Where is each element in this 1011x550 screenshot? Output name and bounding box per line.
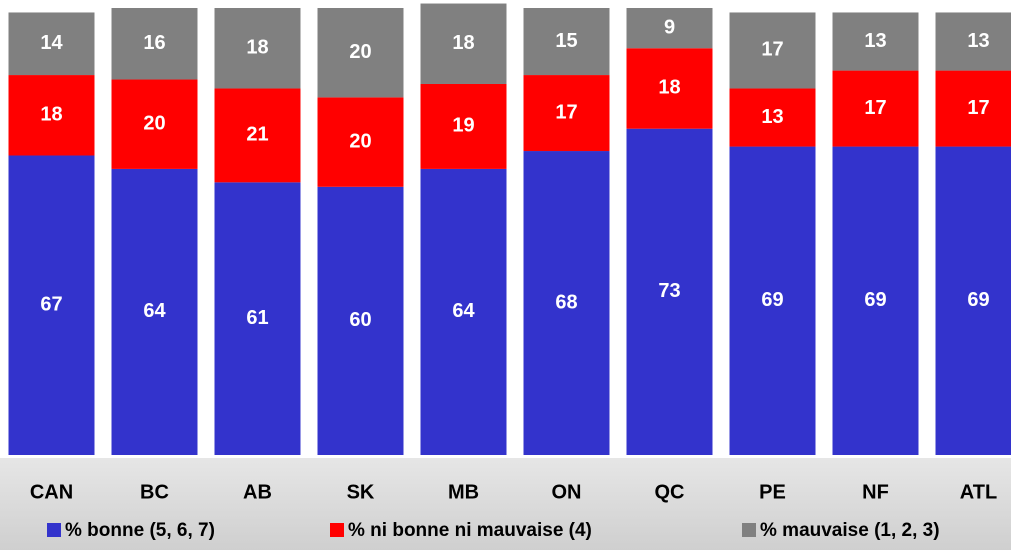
x-tick-label: ATL [960, 481, 997, 503]
legend-marker [47, 523, 61, 537]
bar-segment [8, 12, 95, 76]
bar-segment [420, 168, 507, 456]
value-label: 17 [864, 97, 886, 119]
legend-marker [742, 523, 756, 537]
bar-segment [8, 75, 95, 156]
bar-segment [523, 8, 610, 76]
value-label: 13 [864, 30, 886, 52]
bar-segment [626, 128, 713, 455]
value-label: 73 [658, 280, 680, 302]
bar-segment [832, 146, 919, 455]
bar-segment [8, 155, 95, 455]
value-label: 64 [452, 300, 475, 322]
legend-label: % mauvaise (1, 2, 3) [760, 520, 940, 541]
value-label: 69 [967, 289, 989, 311]
value-label: 17 [555, 101, 577, 123]
bar-segment [420, 83, 507, 169]
value-label: 60 [349, 309, 371, 331]
bar-segment [214, 182, 301, 455]
value-label: 20 [349, 41, 371, 63]
bar-segment [832, 70, 919, 147]
bar-segment [214, 8, 301, 89]
bar-segment [111, 168, 198, 456]
bar-segment [420, 3, 507, 84]
bar-segment [729, 88, 816, 147]
value-label: 21 [246, 124, 268, 146]
value-label: 9 [664, 16, 675, 38]
value-label: 18 [452, 32, 474, 54]
value-label: 67 [40, 294, 62, 316]
value-label: 18 [246, 37, 268, 59]
bar-segment [935, 146, 1011, 455]
axis-band [0, 458, 1011, 550]
bar-segment [317, 8, 404, 98]
value-label: 18 [40, 104, 62, 126]
value-label: 17 [967, 97, 989, 119]
value-label: 16 [143, 32, 165, 54]
value-label: 18 [658, 77, 680, 99]
bar-segment [523, 75, 610, 152]
bar-segment [214, 88, 301, 183]
bar-segment [111, 79, 198, 169]
value-label: 17 [761, 39, 783, 61]
value-label: 61 [246, 307, 268, 329]
value-label: 69 [864, 289, 886, 311]
bar-segment [626, 8, 713, 49]
value-label: 69 [761, 289, 783, 311]
value-label: 64 [143, 300, 166, 322]
x-tick-label: BC [140, 481, 169, 503]
x-tick-label: AB [243, 481, 272, 503]
value-label: 68 [555, 291, 577, 313]
value-label: 14 [40, 32, 63, 54]
legend-marker [330, 523, 344, 537]
bar-segment [729, 12, 816, 89]
legend-label: % ni bonne ni mauvaise (4) [348, 520, 592, 541]
legend-label: % bonne (5, 6, 7) [65, 520, 215, 541]
x-tick-label: SK [347, 481, 375, 503]
x-tick-label: PE [759, 481, 786, 503]
bar-segment [523, 151, 610, 456]
value-label: 19 [452, 115, 474, 137]
bar-segment [317, 97, 404, 187]
x-tick-label: QC [655, 481, 685, 503]
bar-segment [935, 70, 1011, 147]
x-tick-label: ON [552, 481, 582, 503]
x-tick-label: NF [862, 481, 889, 503]
bar-segment [317, 186, 404, 456]
value-label: 20 [349, 130, 371, 152]
value-label: 13 [761, 106, 783, 128]
value-label: 15 [555, 30, 577, 52]
bar-segment [832, 12, 919, 71]
bar-segment [111, 8, 198, 80]
value-label: 13 [967, 30, 989, 52]
x-tick-label: MB [448, 481, 479, 503]
x-tick-label: CAN [30, 481, 73, 503]
value-label: 20 [143, 113, 165, 135]
bar-segment [626, 48, 713, 129]
bar-segment [935, 12, 1011, 71]
bar-segment [729, 146, 816, 455]
